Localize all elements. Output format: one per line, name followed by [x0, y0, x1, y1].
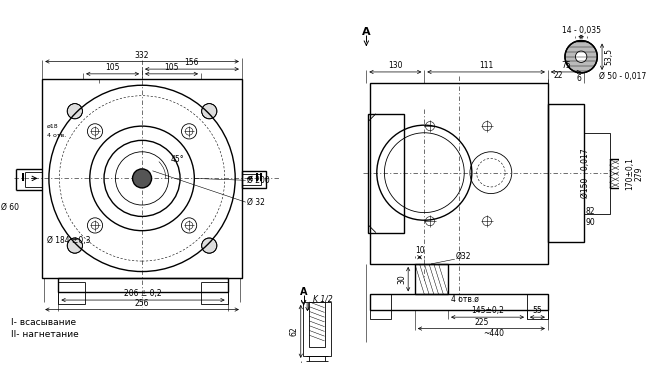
Circle shape — [202, 103, 217, 119]
Text: 90: 90 — [586, 218, 595, 227]
Text: 55: 55 — [532, 306, 542, 315]
Text: 145±0,2: 145±0,2 — [471, 306, 504, 315]
Text: Ø32: Ø32 — [456, 252, 471, 261]
Bar — [42, 78, 242, 278]
Text: 14 - 0,035: 14 - 0,035 — [562, 26, 601, 35]
Circle shape — [67, 103, 83, 119]
Text: 53,5: 53,5 — [604, 48, 613, 65]
Text: Ø 32: Ø 32 — [246, 198, 265, 207]
Text: 105: 105 — [105, 63, 120, 72]
Text: 170±0,1: 170±0,1 — [625, 157, 634, 190]
Text: Ø150 - 0,017: Ø150 - 0,017 — [581, 148, 590, 198]
Text: 6: 6 — [577, 74, 582, 83]
Text: 256: 256 — [135, 299, 150, 308]
Text: 62: 62 — [290, 327, 299, 336]
Text: II: II — [305, 303, 309, 312]
Text: 45°: 45° — [170, 155, 184, 164]
Text: II- нагнетание: II- нагнетание — [11, 330, 79, 339]
Bar — [303, 302, 332, 356]
Text: 225: 225 — [474, 318, 489, 327]
Text: ~440: ~440 — [483, 329, 504, 338]
Text: ø18: ø18 — [47, 124, 58, 129]
Bar — [610, 159, 621, 188]
Bar — [527, 310, 548, 319]
Text: Ø 184 ±0,3: Ø 184 ±0,3 — [47, 236, 90, 245]
Text: I: I — [21, 173, 25, 183]
Bar — [370, 294, 548, 310]
Bar — [415, 264, 448, 294]
Text: 111: 111 — [479, 61, 493, 70]
Bar — [58, 292, 85, 304]
Text: 82: 82 — [586, 206, 595, 215]
Bar — [201, 292, 227, 304]
Text: 75: 75 — [561, 61, 571, 70]
Text: 279: 279 — [634, 166, 644, 181]
Bar — [370, 310, 391, 319]
Bar — [309, 302, 324, 347]
Bar — [370, 83, 548, 264]
Bar — [242, 171, 266, 188]
Circle shape — [575, 51, 587, 62]
Bar — [584, 133, 610, 214]
Text: Ø 200: Ø 200 — [246, 176, 269, 185]
Text: 22: 22 — [554, 71, 563, 80]
Circle shape — [133, 169, 151, 188]
Text: 30: 30 — [397, 274, 406, 284]
Text: Ø 50 - 0,017: Ø 50 - 0,017 — [599, 71, 647, 81]
Bar — [548, 104, 584, 242]
Text: I- всасывание: I- всасывание — [11, 318, 76, 327]
Bar — [58, 278, 228, 292]
Circle shape — [565, 41, 597, 73]
Circle shape — [67, 238, 83, 253]
Text: II: II — [255, 173, 263, 183]
Text: 10: 10 — [415, 246, 424, 256]
Text: 206 ± 0,2: 206 ± 0,2 — [124, 289, 162, 298]
Text: 4 отв.: 4 отв. — [47, 133, 66, 138]
Text: 156: 156 — [185, 58, 199, 67]
Bar — [369, 114, 404, 232]
Text: A: A — [300, 288, 307, 298]
Text: 105: 105 — [164, 63, 179, 72]
Text: A: A — [362, 27, 370, 37]
Circle shape — [202, 238, 217, 253]
Text: K 1/2: K 1/2 — [313, 295, 333, 304]
Text: Ø 60: Ø 60 — [1, 202, 20, 211]
Text: 130: 130 — [388, 61, 402, 70]
Text: 4 отв.ø: 4 отв.ø — [451, 295, 479, 304]
Text: 332: 332 — [135, 51, 150, 60]
